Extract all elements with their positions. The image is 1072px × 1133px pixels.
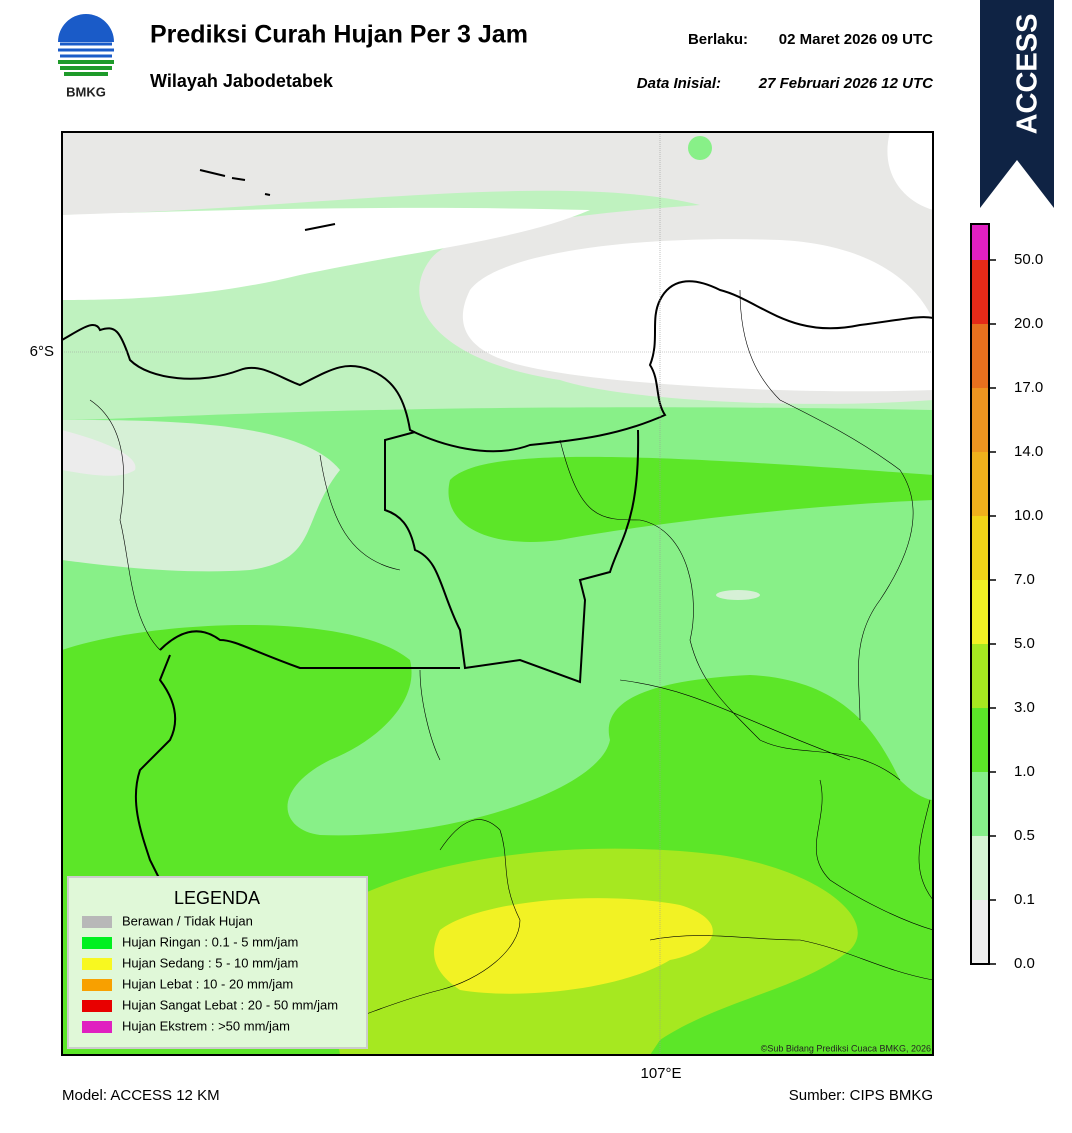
colorbar-tick-label: 0.1: [1014, 891, 1035, 908]
init-label: Data Inisial:: [637, 75, 721, 92]
map-frame: [61, 131, 934, 1056]
valid-date: 02 Maret 2026 09 UTC: [779, 31, 933, 48]
footer-model: Model: ACCESS 12 KM: [62, 1087, 220, 1104]
legend: LEGENDA Berawan / Tidak Hujan Hujan Ringa…: [67, 876, 368, 1049]
colorbar-tick-label: 50.0: [1014, 251, 1043, 268]
colorbar-segment: [971, 900, 989, 964]
logo: BMKG: [58, 14, 114, 99]
credit: ©Sub Bidang Prediksi Cuaca BMKG, 2026: [761, 1043, 931, 1053]
legend-title: LEGENDA: [174, 888, 260, 908]
lon-label: 107°E: [640, 1065, 681, 1082]
colorbar-segment: [971, 260, 989, 324]
colorbar: 0.0 0.1 0.5 1.0 3.0 5.0 7.0 10.0 14.0 17.0 20.0 50.…: [970, 223, 1043, 972]
colorbar-tick-label: 5.0: [1014, 635, 1035, 652]
colorbar-segment: [971, 644, 989, 708]
legend-label: Hujan Lebat : 10 - 20 mm/jam: [122, 976, 293, 991]
legend-label: Berawan / Tidak Hujan: [122, 913, 253, 928]
legend-label: Hujan Ekstrem : >50 mm/jam: [122, 1018, 290, 1033]
colorbar-segment: [971, 452, 989, 516]
subtitle: Wilayah Jabodetabek: [150, 71, 334, 91]
colorbar-tick-label: 0.5: [1014, 827, 1035, 844]
colorbar-segment: [971, 224, 989, 260]
colorbar-tick-label: 7.0: [1014, 571, 1035, 588]
colorbar-tick-label: 3.0: [1014, 699, 1035, 716]
colorbar-tick-label: 14.0: [1014, 443, 1043, 460]
colorbar-tick-label: 0.0: [1014, 955, 1035, 972]
footer-source: Sumber: CIPS BMKG: [789, 1087, 933, 1104]
colorbar-segment: [971, 388, 989, 452]
colorbar-frame: [970, 223, 990, 965]
colorbar-segment: [971, 516, 989, 580]
colorbar-tick-label: 17.0: [1014, 379, 1043, 396]
legend-swatch: [82, 916, 112, 928]
colorbar-segment: [971, 836, 989, 900]
legend-label: Hujan Sedang : 5 - 10 mm/jam: [122, 955, 298, 970]
model-badge-text: ACCESS: [1012, 14, 1044, 135]
legend-swatch: [82, 958, 112, 970]
model-badge: [980, 0, 1054, 208]
legend-label: Hujan Ringan : 0.1 - 5 mm/jam: [122, 934, 298, 949]
colorbar-segment: [971, 324, 989, 388]
legend-swatch: [82, 1000, 112, 1012]
legend-swatch: [82, 979, 112, 991]
colorbar-segment: [971, 708, 989, 772]
title: Prediksi Curah Hujan Per 3 Jam: [150, 21, 528, 49]
colorbar-tick-label: 10.0: [1014, 507, 1043, 524]
lat-label: 6°S: [30, 343, 54, 360]
logo-text: BMKG: [66, 84, 106, 99]
init-date: 27 Februari 2026 12 UTC: [758, 75, 934, 92]
legend-swatch: [82, 937, 112, 949]
colorbar-segment: [971, 772, 989, 836]
colorbar-tick-label: 1.0: [1014, 763, 1035, 780]
legend-label: Hujan Sangat Lebat : 20 - 50 mm/jam: [122, 997, 338, 1012]
legend-swatch: [82, 1021, 112, 1033]
colorbar-tick-label: 20.0: [1014, 315, 1043, 332]
colorbar-segment: [971, 580, 989, 644]
valid-label: Berlaku:: [688, 31, 748, 48]
